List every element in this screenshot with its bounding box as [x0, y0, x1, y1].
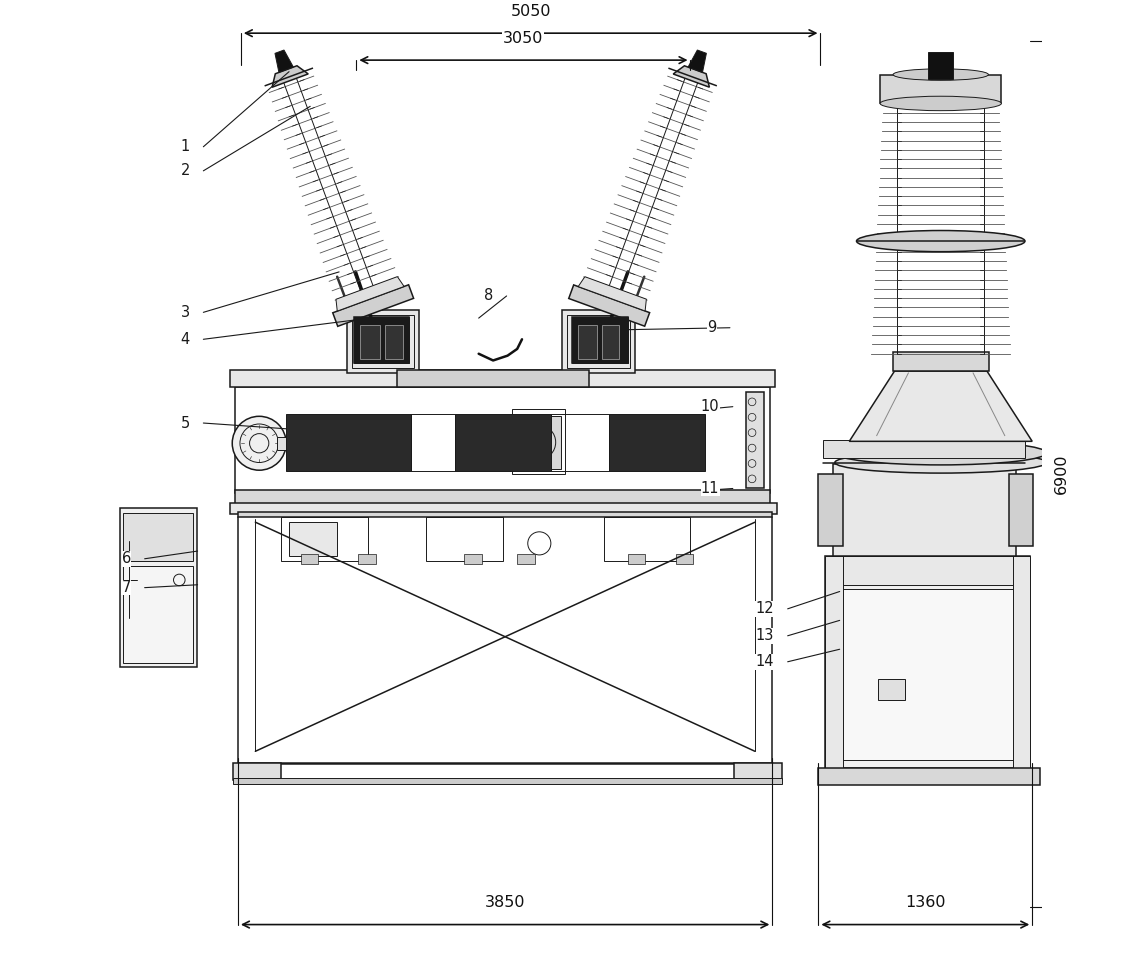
- Bar: [825, 556, 843, 768]
- Bar: [286, 414, 411, 471]
- Bar: [823, 440, 1026, 457]
- Polygon shape: [333, 285, 414, 326]
- Bar: [426, 517, 502, 561]
- Text: 13: 13: [756, 628, 775, 644]
- Bar: [353, 317, 409, 364]
- Bar: [512, 408, 565, 474]
- Text: 4: 4: [180, 332, 189, 346]
- Bar: [455, 414, 550, 471]
- Bar: [880, 74, 1001, 103]
- Bar: [563, 311, 634, 373]
- Bar: [235, 387, 770, 493]
- Bar: [235, 490, 770, 508]
- Bar: [517, 416, 560, 469]
- Bar: [277, 436, 288, 450]
- Bar: [346, 311, 419, 373]
- Bar: [602, 325, 619, 359]
- Bar: [464, 554, 482, 564]
- Bar: [833, 589, 1022, 760]
- Bar: [238, 511, 772, 517]
- Polygon shape: [336, 277, 404, 311]
- Text: 3: 3: [180, 305, 189, 319]
- Bar: [359, 554, 376, 564]
- Bar: [817, 768, 1040, 785]
- Polygon shape: [850, 372, 1032, 441]
- Bar: [818, 474, 843, 546]
- Bar: [628, 554, 646, 564]
- Bar: [825, 556, 1030, 768]
- Bar: [233, 763, 281, 780]
- Bar: [123, 512, 193, 561]
- Text: 14: 14: [756, 654, 775, 670]
- Text: 3050: 3050: [503, 31, 544, 45]
- Bar: [120, 508, 196, 667]
- Bar: [230, 371, 775, 387]
- Text: 6900: 6900: [1055, 454, 1069, 494]
- Text: 8: 8: [484, 289, 493, 303]
- Text: 5050: 5050: [510, 4, 550, 18]
- Ellipse shape: [835, 441, 1047, 465]
- Text: 10: 10: [701, 400, 720, 414]
- Text: 5: 5: [180, 416, 189, 430]
- Bar: [411, 414, 455, 471]
- Polygon shape: [275, 50, 294, 72]
- Text: 6: 6: [122, 551, 131, 566]
- Bar: [734, 763, 782, 780]
- Text: 12: 12: [756, 601, 775, 617]
- Bar: [397, 371, 590, 387]
- Ellipse shape: [880, 96, 1001, 111]
- Bar: [517, 554, 535, 564]
- Polygon shape: [272, 66, 308, 87]
- Bar: [878, 679, 905, 701]
- Bar: [360, 325, 380, 359]
- Bar: [353, 317, 409, 364]
- Bar: [352, 316, 414, 369]
- Text: 1: 1: [180, 139, 189, 154]
- Bar: [550, 414, 609, 471]
- Bar: [289, 522, 337, 556]
- Bar: [1009, 474, 1034, 546]
- Bar: [572, 317, 628, 364]
- Bar: [123, 566, 193, 663]
- Text: 1360: 1360: [905, 896, 946, 910]
- Ellipse shape: [835, 452, 1047, 473]
- Polygon shape: [578, 277, 647, 311]
- Bar: [825, 556, 1030, 585]
- Ellipse shape: [856, 231, 1025, 252]
- Text: 7: 7: [122, 580, 131, 595]
- Bar: [572, 317, 628, 364]
- Bar: [230, 503, 777, 514]
- Circle shape: [232, 416, 286, 470]
- Bar: [676, 554, 694, 564]
- Bar: [281, 517, 368, 561]
- Bar: [1013, 556, 1030, 768]
- Bar: [928, 52, 953, 79]
- Bar: [747, 392, 763, 488]
- Polygon shape: [674, 66, 710, 87]
- Bar: [233, 778, 782, 784]
- Bar: [609, 414, 705, 471]
- Bar: [567, 316, 630, 369]
- Bar: [892, 352, 989, 372]
- Text: 11: 11: [701, 481, 720, 496]
- Bar: [833, 464, 1016, 556]
- Text: 3850: 3850: [485, 896, 526, 910]
- Text: 9: 9: [707, 320, 716, 335]
- Text: 2: 2: [180, 163, 189, 179]
- Bar: [300, 554, 318, 564]
- Bar: [604, 517, 691, 561]
- Bar: [577, 325, 597, 359]
- Polygon shape: [688, 50, 706, 72]
- Polygon shape: [568, 285, 650, 326]
- Ellipse shape: [893, 69, 989, 80]
- Bar: [386, 325, 402, 359]
